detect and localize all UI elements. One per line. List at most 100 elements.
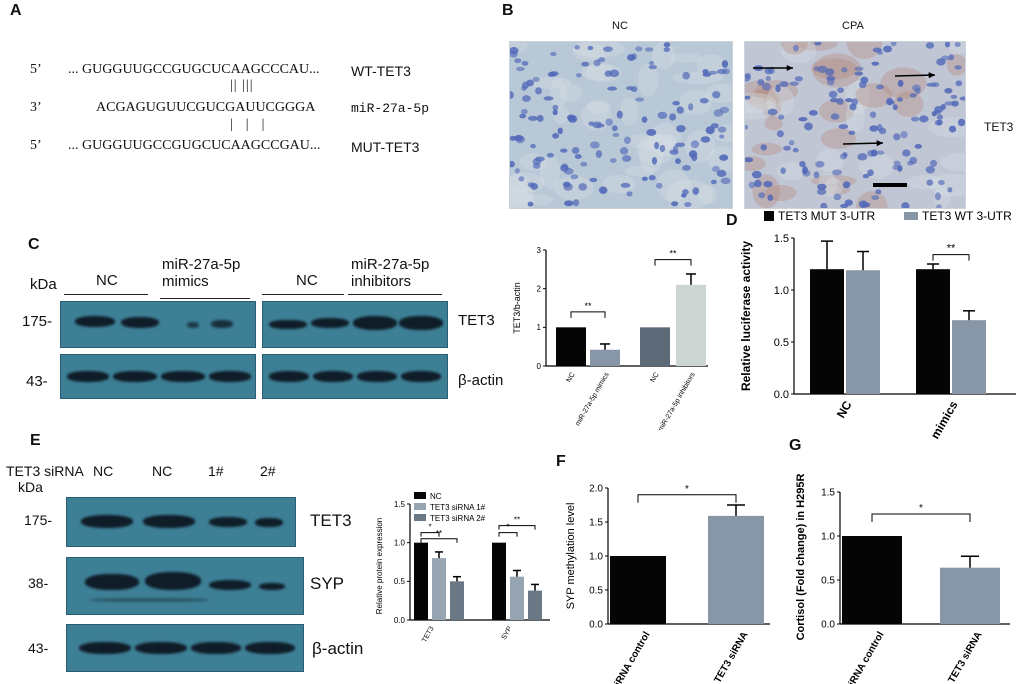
c-blot-actin-right [262, 354, 448, 399]
d-sig-label: ** [947, 243, 956, 255]
d-ytick-label-1: 0.5 [774, 337, 789, 349]
panel-g-letter: G [789, 437, 802, 454]
c-sig-1-label: ** [584, 301, 592, 311]
e-ytick-label-2: 1.0 [394, 538, 406, 547]
histo-nc-title: NC [612, 20, 628, 32]
c-ytick-label-3: 3 [537, 246, 542, 255]
f-sig-label: * [685, 484, 689, 495]
g-ylabel: Cortisol (Fold change) in H295R [795, 474, 807, 641]
e-marker-175: 175- [24, 512, 53, 528]
label-mut-tet3: MUT-TET3 [351, 139, 420, 155]
e-bar-0-0 [414, 542, 428, 620]
c-group-nc-1: NC [96, 272, 118, 289]
histo-cpa-title: CPA [842, 20, 864, 32]
c-bar-0 [556, 327, 586, 366]
d-ytick-label-2: 1.0 [774, 285, 789, 297]
seq-mut-tet3: ... GUGGUUGCCGUGCUCAAGCCGAU... [68, 138, 321, 153]
seq-mir-27a-5p: ACGAGUGUUCGUCGAUUCGGGA [96, 100, 316, 115]
d-ylabel: Relative luciferase activity [739, 241, 753, 391]
label-wt-tet3: WT-TET3 [351, 63, 411, 79]
pairing-bars-2: | | | [230, 117, 267, 132]
c-group-nc-2: NC [296, 272, 318, 289]
c-group-inhibitors: miR-27a-5p inhibitors [351, 256, 430, 290]
c-protein-actin: β-actin [458, 372, 504, 389]
e-lane-2: 2# [260, 463, 276, 479]
panel-d-letter: D [726, 212, 738, 229]
d-legend-label-1: TET3 WT 3-UTR [922, 209, 1012, 223]
f-sig [637, 494, 737, 503]
e-legend-label-1: TET3 siRNA 1# [430, 503, 486, 512]
e-blot-syp [66, 557, 304, 615]
e-xtick-0: TET3 [421, 625, 436, 643]
e-bar-1-1 [510, 576, 524, 620]
f-ylabel: SYP methylation level [565, 503, 577, 610]
d-bar-0-0 [810, 269, 844, 394]
seq-row2-prime: 3’ [30, 100, 42, 115]
e-protein-actin: β-actin [312, 639, 364, 658]
f-xtick-0: siRNA control [610, 630, 653, 684]
seq-wt-tet3: ... GUGGUUGCCGUGCUCAAGCCCAU... [68, 62, 320, 77]
arrow-2 [894, 74, 936, 77]
scale-bar [873, 183, 907, 187]
d-xtick-0: NC [834, 398, 855, 420]
e-header-siRNA: TET3 siRNA [6, 463, 84, 479]
seq-row1-prime: 5’ [30, 62, 42, 77]
e-sig-1-label: * [428, 523, 431, 532]
e-sig-4-label: ** [514, 516, 520, 525]
chart-d-luciferase: 0.0 0.5 1.0 1.5 Relative luciferase activity… [739, 209, 1016, 440]
d-bar-0-1 [846, 270, 880, 394]
histology-image-nc [509, 41, 733, 209]
label-mir-27a-5p: miR-27a-5p [351, 101, 430, 116]
c-sig-2-label: ** [669, 249, 677, 259]
d-legend-swatch-1 [904, 212, 918, 220]
c-sig-2 [654, 259, 692, 266]
e-ytick-label-1: 0.5 [394, 577, 406, 586]
e-ytick-label-0: 0.0 [394, 616, 406, 625]
f-ytick-label-3: 1.5 [589, 518, 603, 529]
c-ytick-label-2: 2 [537, 284, 542, 293]
c-blot-tet3-right [262, 301, 448, 348]
e-legend-label-0: NC [430, 492, 442, 501]
e-ytick-label-3: 1.5 [394, 500, 406, 509]
c-group-mimics: miR-27a-5p mimics [162, 256, 241, 290]
panel-c-letter: C [28, 236, 40, 253]
g-bar-0 [842, 536, 902, 624]
chart-g-cortisol: 0.0 0.5 1.0 1.5 Cortisol (Fold change) in H2… [795, 474, 1010, 684]
e-sig-2-label: ** [436, 529, 442, 538]
c-sig-1 [570, 311, 606, 318]
e-sig-2 [420, 538, 458, 543]
e-blot-actin [66, 624, 304, 672]
d-bar-1-1 [952, 320, 986, 394]
c-blot-actin-left [60, 354, 256, 399]
e-bar-1-2 [528, 590, 542, 620]
pairing-bars-1: || ||| [230, 78, 254, 93]
c-underline-mimics [160, 298, 250, 299]
e-legend-swatch-0 [414, 492, 426, 499]
e-lane-nc-1: NC [93, 463, 114, 479]
c-ytick-label-1: 1 [537, 323, 542, 332]
e-sig-3 [498, 532, 518, 537]
g-ytick-label-1: 0.5 [821, 576, 835, 587]
g-ytick-label-0: 0.0 [821, 620, 835, 631]
histology-image-cpa [744, 41, 966, 209]
e-lane-nc-2: NC [152, 463, 173, 479]
c-xtick-2: NC [650, 372, 661, 384]
c-blot-tet3-left [60, 301, 256, 348]
d-ytick-label-0: 0.0 [774, 389, 789, 401]
arrow-2-head [928, 72, 935, 79]
e-lane-1: 1# [208, 463, 224, 479]
e-marker-43: 43- [28, 640, 49, 656]
e-sig-3-label: * [506, 523, 509, 532]
e-protein-tet3: TET3 [310, 511, 352, 530]
f-ytick-label-4: 2.0 [589, 484, 603, 495]
e-marker-38: 38- [28, 575, 49, 591]
g-xtick-1: TET3 siRNA [946, 630, 984, 684]
panel-e-letter: E [30, 432, 41, 449]
arrow-3-head [876, 140, 883, 147]
f-bar-1 [708, 515, 764, 624]
c-protein-tet3: TET3 [458, 312, 495, 329]
e-legend-swatch-2 [414, 514, 426, 521]
e-bar-1-0 [492, 542, 506, 620]
e-ylabel: Relative protein expression [375, 518, 384, 615]
